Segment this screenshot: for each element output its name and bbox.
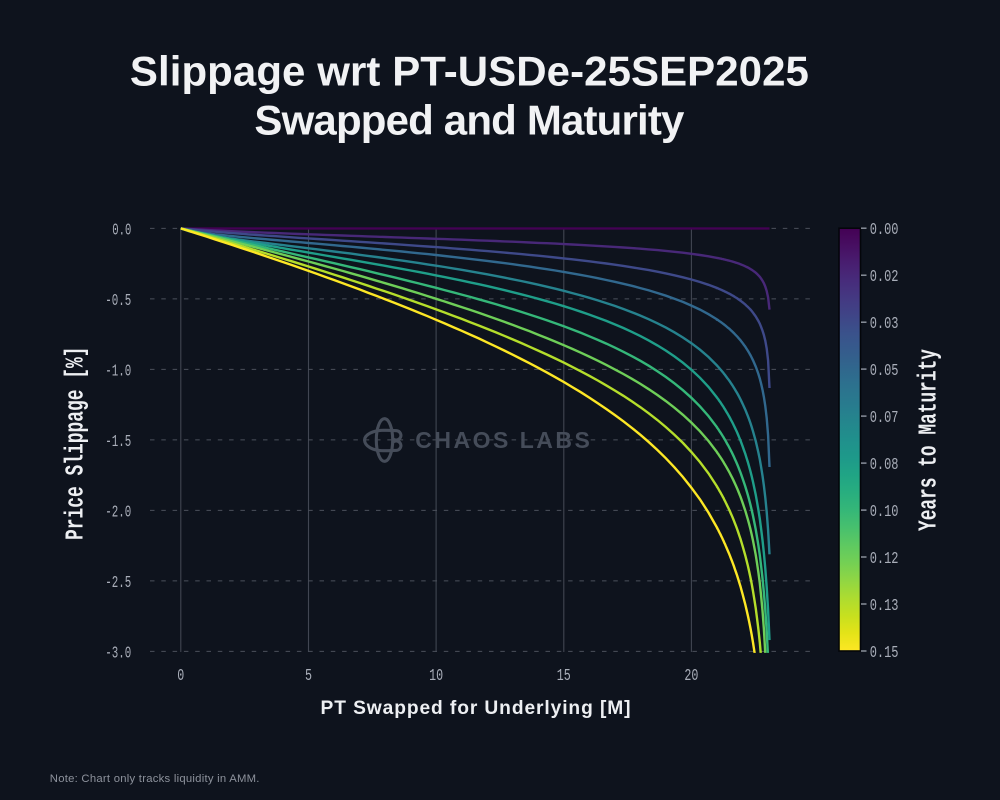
svg-text:0.12: 0.12 [870, 550, 899, 569]
svg-text:PT Swapped for Underlying [M]: PT Swapped for Underlying [M] [321, 698, 631, 719]
svg-text:0.00: 0.00 [870, 221, 899, 240]
svg-text:20: 20 [684, 667, 698, 686]
svg-text:15: 15 [557, 667, 571, 686]
svg-text:0.13: 0.13 [870, 597, 899, 616]
svg-text:0.08: 0.08 [870, 456, 899, 475]
svg-text:10: 10 [429, 667, 443, 686]
svg-text:-2.0: -2.0 [105, 503, 131, 522]
svg-text:-1.5: -1.5 [105, 433, 131, 452]
svg-text:0.05: 0.05 [870, 362, 899, 381]
svg-text:0.07: 0.07 [870, 409, 899, 428]
svg-text:0.15: 0.15 [870, 644, 899, 663]
svg-text:-0.5: -0.5 [105, 292, 131, 311]
svg-text:5: 5 [305, 667, 312, 686]
svg-text:-1.0: -1.0 [105, 362, 131, 381]
svg-text:-2.5: -2.5 [105, 574, 131, 593]
svg-text:CHAOS LABS: CHAOS LABS [415, 427, 590, 453]
svg-text:Note: Chart only tracks liquid: Note: Chart only tracks liquidity in AMM… [50, 773, 260, 785]
svg-text:Swapped and Maturity: Swapped and Maturity [254, 97, 685, 144]
svg-text:0.10: 0.10 [870, 503, 899, 522]
svg-text:-3.0: -3.0 [105, 644, 131, 663]
svg-text:Price Slippage [%]: Price Slippage [%] [62, 346, 91, 540]
svg-text:0: 0 [177, 667, 184, 686]
svg-text:Years to Maturity: Years to Maturity [915, 349, 944, 531]
svg-text:Slippage wrt PT-USDe-25SEP2025: Slippage wrt PT-USDe-25SEP2025 [130, 48, 809, 95]
svg-text:0.02: 0.02 [870, 268, 899, 287]
svg-text:0.03: 0.03 [870, 315, 899, 334]
svg-text:0.0: 0.0 [112, 221, 131, 240]
